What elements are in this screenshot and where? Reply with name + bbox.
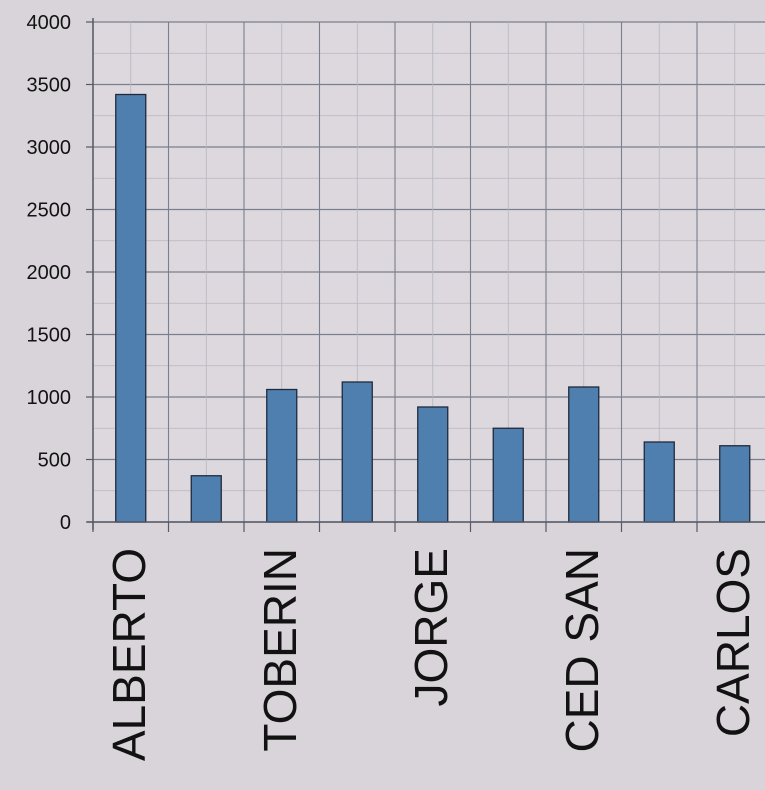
x-tick-label: CED SAN: [556, 548, 608, 752]
y-tick-label: 2500: [27, 200, 72, 222]
y-tick-label: 4000: [27, 12, 72, 34]
y-tick-label: 500: [38, 450, 71, 472]
y-axis-tick-labels: 0 500 1000 1500 2000 2500 3000 3500 4000: [27, 12, 93, 534]
y-tick-label: 3000: [27, 137, 72, 159]
bar-ced-san: [568, 386, 600, 523]
bar-item-6: [492, 427, 524, 523]
y-tick-label: 3500: [27, 75, 72, 97]
bar-carlos: [719, 445, 751, 523]
bar-item-4: [341, 381, 373, 523]
x-axis-tick-labels: ALBERTO TOBERIN JORGE CED SAN CARLOS: [103, 548, 759, 761]
x-tick-label: TOBERIN: [254, 548, 306, 752]
y-tick-label: 1500: [27, 325, 72, 347]
x-tick-label: CARLOS: [707, 548, 759, 737]
x-tick-label: ALBERTO: [103, 548, 155, 761]
bar-item-2: [190, 475, 222, 523]
y-tick-label: 1000: [27, 387, 72, 409]
gridlines: [92, 21, 765, 523]
axes: [87, 18, 765, 532]
y-tick-label: 0: [60, 512, 71, 534]
x-tick-label: JORGE: [405, 548, 457, 706]
bar-alberto: [115, 93, 147, 523]
bar-jorge: [417, 406, 449, 523]
bar-series: [115, 93, 751, 523]
bar-item-8: [643, 441, 675, 523]
y-tick-label: 2000: [27, 262, 72, 284]
bar-toberin: [266, 388, 298, 523]
